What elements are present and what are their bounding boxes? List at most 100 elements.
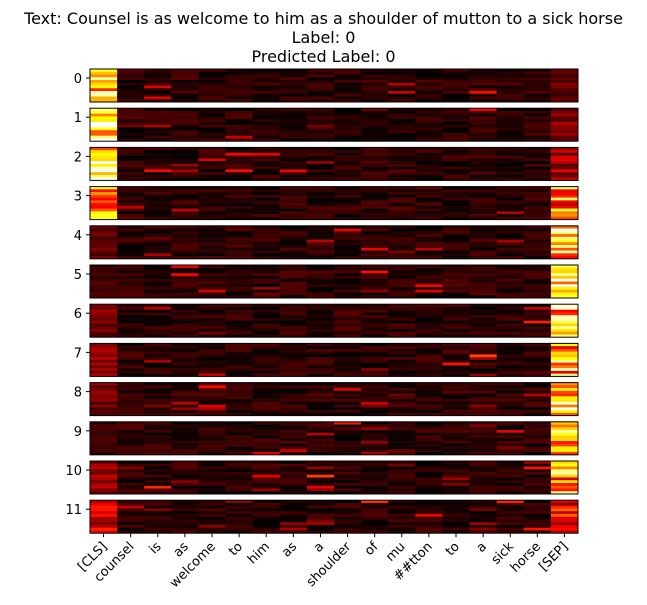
panel-border xyxy=(89,499,579,534)
heatmap-cell xyxy=(90,194,118,198)
heatmap-cell xyxy=(361,127,389,131)
heatmap-cell xyxy=(334,530,362,534)
heatmap-cell xyxy=(469,432,498,436)
heatmap-cell xyxy=(90,197,118,201)
heatmap-cell xyxy=(279,500,308,504)
heatmap-cell xyxy=(496,320,525,324)
heatmap-cell xyxy=(388,194,416,198)
heatmap-cell xyxy=(442,216,470,220)
heatmap-cell xyxy=(496,435,525,439)
heatmap-cell xyxy=(442,472,470,476)
heatmap-cell xyxy=(523,513,552,517)
heatmap-cell xyxy=(171,396,199,400)
heatmap-cell xyxy=(496,530,525,534)
heatmap-cell xyxy=(198,166,226,170)
heatmap-cell xyxy=(144,278,172,282)
heatmap-cell xyxy=(415,278,443,282)
heatmap-cell xyxy=(523,155,552,159)
heatmap-cell xyxy=(117,483,145,487)
heatmap-cell xyxy=(523,527,552,531)
heatmap-cell xyxy=(171,203,199,207)
heatmap-cell xyxy=(198,306,226,310)
heatmap-cell xyxy=(90,306,118,310)
heatmap-cell xyxy=(117,485,145,489)
heatmap-cell xyxy=(279,197,308,201)
heatmap-cell xyxy=(90,203,118,207)
heatmap-cell xyxy=(306,91,335,95)
heatmap-cell xyxy=(225,491,254,495)
heatmap-cell xyxy=(361,410,389,414)
heatmap-cell xyxy=(90,130,118,134)
heatmap-cell xyxy=(523,169,552,173)
heatmap-cell xyxy=(279,304,308,308)
heatmap-cell xyxy=(90,214,118,218)
heatmap-cell xyxy=(171,441,199,445)
heatmap-cell xyxy=(252,119,281,123)
heatmap-cell xyxy=(306,312,335,316)
heatmap-cell xyxy=(279,225,308,229)
heatmap-cell xyxy=(90,359,118,363)
heatmap-cell xyxy=(361,491,389,495)
heatmap-cell xyxy=(252,312,281,316)
heatmap-cell xyxy=(550,443,579,447)
heatmap-cell xyxy=(252,449,281,453)
heatmap-cell xyxy=(306,71,335,75)
heatmap-cell xyxy=(334,225,362,229)
heatmap-cell xyxy=(550,158,579,162)
heatmap-cell xyxy=(252,365,281,369)
heatmap-cell xyxy=(415,438,443,442)
heatmap-cell xyxy=(415,368,443,372)
heatmap-cell xyxy=(306,135,335,139)
heatmap-cell xyxy=(496,281,525,285)
heatmap-cell xyxy=(117,357,145,361)
heatmap-cell xyxy=(198,354,226,358)
heatmap-cell xyxy=(144,368,172,372)
heatmap-cell xyxy=(550,138,579,142)
heatmap-cell xyxy=(496,390,525,394)
heatmap-cell xyxy=(388,239,416,243)
heatmap-cell xyxy=(252,292,281,296)
heatmap-cell xyxy=(523,281,552,285)
heatmap-cell xyxy=(252,273,281,277)
heatmap-cell xyxy=(550,516,579,520)
heatmap-cell xyxy=(415,147,443,151)
layer-label-11: 11 xyxy=(65,503,82,518)
heatmap-cell xyxy=(415,108,443,112)
heatmap-cell xyxy=(334,449,362,453)
heatmap-cell xyxy=(550,163,579,167)
heatmap-cell xyxy=(144,152,172,156)
heatmap-cell xyxy=(550,270,579,274)
heatmap-cell xyxy=(361,334,389,338)
heatmap-cell xyxy=(90,186,118,190)
heatmap-cell xyxy=(361,502,389,506)
heatmap-cell xyxy=(198,216,226,220)
heatmap-cell xyxy=(442,382,470,386)
heatmap-cell xyxy=(415,281,443,285)
heatmap-cell xyxy=(171,483,199,487)
heatmap-cell xyxy=(334,194,362,198)
heatmap-cell xyxy=(225,438,254,442)
heatmap-cell xyxy=(171,116,199,120)
heatmap-cell xyxy=(90,208,118,212)
heatmap-cell xyxy=(171,502,199,506)
heatmap-cell xyxy=(171,513,199,517)
heatmap-cell xyxy=(279,401,308,405)
heatmap-cell xyxy=(279,438,308,442)
heatmap-cell xyxy=(171,357,199,361)
heatmap-cell xyxy=(306,491,335,495)
heatmap-cell xyxy=(415,211,443,215)
heatmap-cell xyxy=(361,295,389,299)
heatmap-cell xyxy=(415,483,443,487)
heatmap-cell xyxy=(550,399,579,403)
heatmap-cell xyxy=(469,435,498,439)
heatmap-cell xyxy=(279,441,308,445)
heatmap-cell xyxy=(550,441,579,445)
heatmap-cell xyxy=(361,147,389,151)
heatmap-cell xyxy=(550,203,579,207)
heatmap-cell xyxy=(198,138,226,142)
heatmap-cell xyxy=(496,273,525,277)
heatmap-cell xyxy=(171,449,199,453)
heatmap-cell xyxy=(171,138,199,142)
heatmap-cell xyxy=(252,116,281,120)
heatmap-cell xyxy=(306,77,335,81)
